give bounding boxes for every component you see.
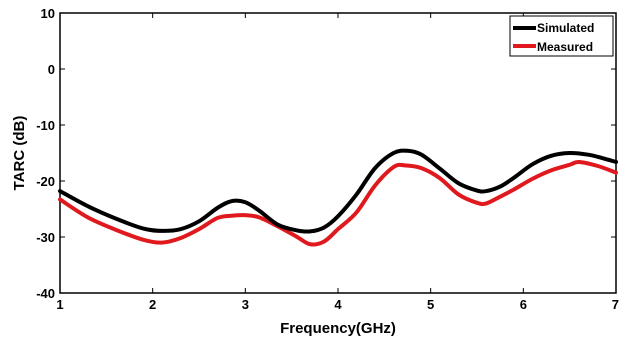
legend: Simulated Measured [509,15,614,57]
legend-box [509,15,614,57]
x-tick-label: 3 [242,297,249,312]
x-tick-label: 4 [334,297,342,312]
x-tick-label: 5 [427,297,434,312]
y-tick-label: 10 [41,6,55,21]
y-tick-label: -20 [36,174,55,189]
y-tick-label: -30 [36,230,55,245]
plot-frame [59,12,617,294]
x-axis-label: Frequency(GHz) [280,320,396,337]
y-tick-label: -10 [36,118,55,133]
x-tick-label: 7 [612,297,619,312]
ticks: 1 2 3 4 5 6 7 10 0 -10 -20 -30 -40 [36,6,619,312]
x-tick-label: 2 [149,297,156,312]
x-tick-label: 1 [56,297,63,312]
y-tick-label: -40 [36,286,55,301]
x-tick-label: 6 [520,297,527,312]
y-axis-label: TARC (dB) [11,116,28,191]
series-line-measured [58,159,618,247]
legend-label-measured: Measured [537,40,593,54]
series-lines [58,148,618,247]
legend-label-simulated: Simulated [537,21,594,35]
series-line-simulated [58,148,618,234]
y-tick-label: 0 [48,62,55,77]
